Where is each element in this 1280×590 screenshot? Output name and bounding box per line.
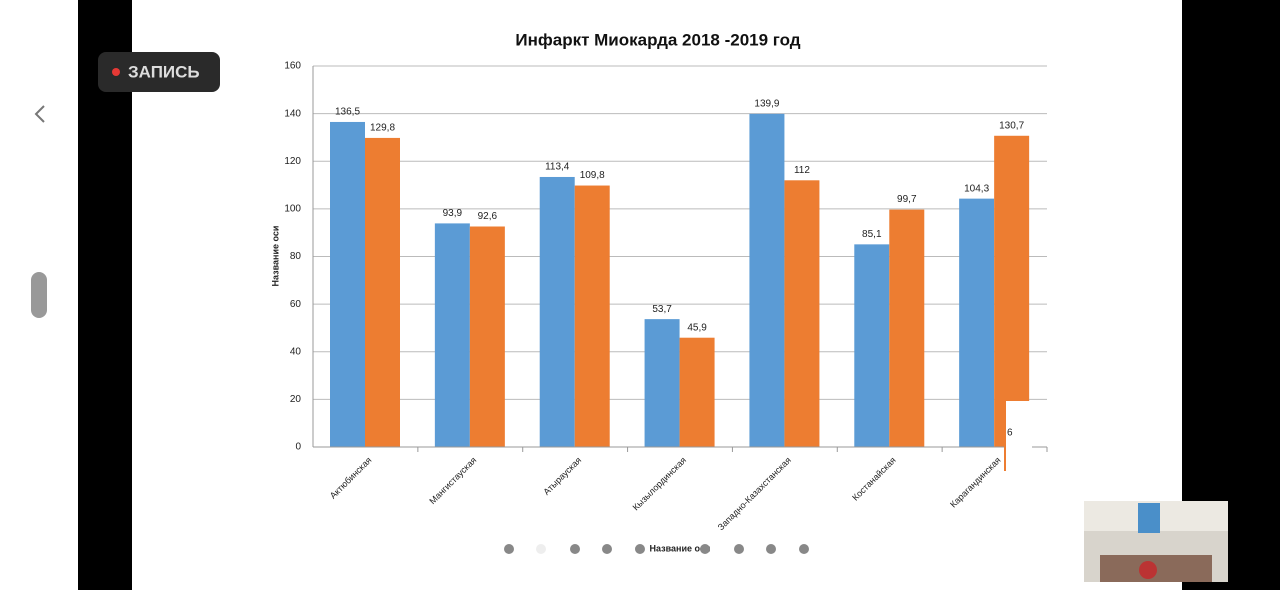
value-label: 45,9: [687, 322, 707, 333]
video-thumbnail[interactable]: [1084, 501, 1228, 582]
y-tick-label: 80: [290, 251, 302, 262]
value-label: 130,7: [999, 120, 1024, 131]
y-tick-label: 40: [290, 346, 302, 357]
y-tick-label: 0: [295, 442, 301, 453]
y-tick-label: 100: [284, 204, 301, 215]
value-label: 112: [794, 165, 810, 176]
bar: [644, 319, 680, 447]
dot[interactable]: [734, 544, 744, 554]
record-dot: [112, 68, 120, 76]
value-label: 92,6: [478, 211, 498, 222]
bar: [330, 121, 365, 447]
y-tick-label: 20: [290, 394, 302, 405]
dot[interactable]: [570, 544, 580, 554]
dot[interactable]: [504, 544, 514, 554]
bar: [784, 180, 820, 448]
bar: [679, 337, 715, 447]
value-label: 136,5: [335, 107, 360, 118]
bar: [854, 244, 890, 447]
scroll-handle[interactable]: [31, 272, 47, 318]
bar: [469, 226, 505, 447]
y-tick-label: 60: [290, 299, 302, 310]
back-arrow[interactable]: [34, 105, 45, 123]
bar: [749, 113, 785, 447]
dot[interactable]: [635, 544, 645, 554]
bar: [434, 223, 470, 447]
value-label: 113,4: [545, 162, 570, 173]
dot[interactable]: [700, 544, 710, 554]
dot[interactable]: [536, 544, 546, 554]
video-flag: [1138, 503, 1160, 533]
y-tick-label: 120: [284, 156, 301, 167]
bar: [539, 176, 575, 447]
y-tick-label: 160: [284, 61, 301, 72]
y-axis-title: Название оси: [270, 226, 280, 287]
value-label: 85,1: [862, 229, 882, 240]
record-badge[interactable]: [98, 52, 220, 92]
pager-dots: [504, 544, 809, 554]
value-label: 109,8: [580, 170, 605, 181]
glitch-text: 6: [1007, 428, 1013, 439]
y-tick-label: 140: [284, 108, 301, 119]
dot[interactable]: [766, 544, 776, 554]
value-label: 53,7: [652, 304, 672, 315]
glitch-patch: [1004, 401, 1032, 471]
record-label: ЗАПИСЬ: [128, 62, 200, 81]
video-flowers: [1139, 561, 1157, 579]
value-label: 104,3: [964, 183, 989, 194]
bar: [994, 135, 1030, 447]
x-axis-title: Название оси: [650, 543, 711, 553]
dot[interactable]: [799, 544, 809, 554]
value-label: 129,8: [370, 123, 395, 134]
glitch-strip: [1004, 401, 1006, 471]
value-label: 93,9: [443, 208, 463, 219]
bar: [959, 198, 995, 447]
overlay: 6: [1004, 401, 1032, 471]
bar: [574, 185, 610, 447]
bar: [889, 209, 925, 447]
value-label: 139,9: [754, 99, 779, 110]
dot[interactable]: [602, 544, 612, 554]
chart-title: Инфаркт Миокарда 2018 -2019 год: [515, 30, 800, 49]
bar: [365, 137, 400, 447]
value-label: 99,7: [897, 194, 917, 205]
